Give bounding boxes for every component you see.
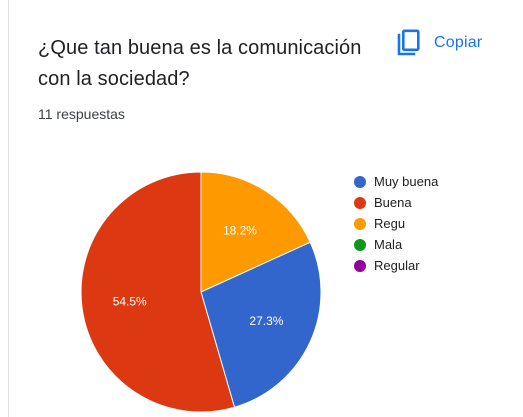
- pie-slice-muy-buena[interactable]: [200, 241, 322, 408]
- legend-item-regu: Regu: [354, 213, 438, 234]
- legend-swatch-regu: [354, 217, 366, 230]
- pie-label-buena: 54.5%: [113, 294, 147, 308]
- card-left-border: [8, 0, 9, 417]
- legend-item-muy-buena: Muy buena: [354, 171, 438, 192]
- legend-swatch-buena: [354, 196, 366, 209]
- pie-label-muy-buena: 27.3%: [249, 314, 283, 328]
- pie-slice-buena[interactable]: [80, 171, 236, 413]
- legend-label-regular: Regular: [374, 258, 420, 273]
- copy-label: Copiar: [434, 34, 483, 51]
- copy-button[interactable]: Copiar: [395, 27, 482, 59]
- legend-label-regu: Regu: [374, 216, 406, 231]
- legend-item-mala: Mala: [354, 234, 438, 255]
- copy-icon: [395, 29, 421, 57]
- legend-item-regular: Regular: [354, 255, 438, 276]
- response-count: 11 respuestas: [38, 106, 125, 122]
- pie-label-regu: 18.2%: [223, 224, 257, 238]
- chart-legend: Muy buena Buena Regu Mala Regular: [354, 171, 438, 276]
- legend-label-muy-buena: Muy buena: [374, 174, 439, 189]
- pie-slice-regu[interactable]: [200, 171, 311, 293]
- legend-swatch-mala: [354, 238, 366, 251]
- legend-label-mala: Mala: [374, 237, 403, 252]
- legend-item-buena: Buena: [354, 192, 438, 213]
- legend-label-buena: Buena: [374, 195, 412, 210]
- question-title: ¿Que tan buena es la comunicación con la…: [38, 37, 362, 90]
- legend-swatch-muy-buena: [354, 175, 366, 188]
- legend-swatch-regular: [354, 259, 366, 272]
